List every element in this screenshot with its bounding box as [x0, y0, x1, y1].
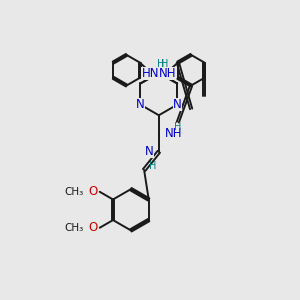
- Text: CH₃: CH₃: [64, 187, 84, 197]
- Text: H: H: [157, 59, 164, 69]
- Text: HN: HN: [141, 67, 159, 80]
- Text: N: N: [145, 145, 154, 158]
- Text: N: N: [136, 98, 145, 111]
- Text: H: H: [160, 59, 168, 69]
- Text: O: O: [88, 221, 98, 234]
- Text: NH: NH: [165, 127, 183, 140]
- Text: O: O: [88, 185, 98, 198]
- Text: N: N: [173, 98, 182, 111]
- Text: CH₃: CH₃: [64, 223, 84, 233]
- Text: H: H: [174, 122, 182, 132]
- Text: NH: NH: [159, 67, 176, 80]
- Text: N: N: [154, 66, 163, 80]
- Text: H: H: [149, 161, 157, 172]
